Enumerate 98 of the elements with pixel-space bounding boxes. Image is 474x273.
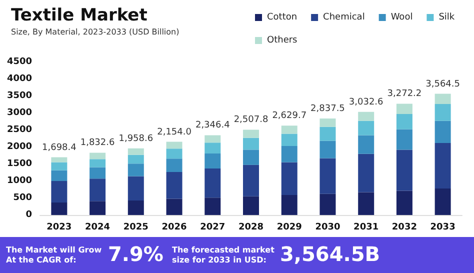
x-tick-label: 2024 xyxy=(85,222,110,232)
x-tick-label: 2031 xyxy=(354,222,379,232)
legend-label: Cotton xyxy=(267,12,298,22)
bar xyxy=(166,198,182,215)
bar xyxy=(396,129,412,150)
bar xyxy=(204,154,221,168)
x-tick-label: 2023 xyxy=(46,222,72,232)
bar xyxy=(281,162,298,196)
bar xyxy=(90,152,106,160)
bar xyxy=(320,118,336,127)
bar xyxy=(281,134,298,146)
bar xyxy=(51,162,68,170)
y-tick-label: 4500 xyxy=(6,57,32,67)
total-label: 3,272.2 xyxy=(387,89,422,100)
bar xyxy=(51,170,68,181)
total-label: 2,507.8 xyxy=(234,115,268,126)
bar xyxy=(320,194,336,215)
x-tick-label: 2029 xyxy=(276,222,302,232)
bar xyxy=(396,190,412,215)
y-tick-label: 3000 xyxy=(6,108,32,118)
text: 3,564.5B xyxy=(280,242,380,266)
bar xyxy=(396,104,412,114)
bar xyxy=(320,140,336,158)
bar xyxy=(281,195,298,215)
text: The forecasted market size for 2033 in USD: xyxy=(172,246,278,264)
total-label: 1,698.4 xyxy=(42,142,77,153)
text: The Market will Grow At the CAGR of: xyxy=(6,246,104,264)
x-tick-label: 2028 xyxy=(238,222,264,232)
y-tick-label: 4000 xyxy=(6,74,32,84)
legend-label: Others xyxy=(267,36,298,46)
bar xyxy=(90,159,106,168)
bar xyxy=(204,168,221,198)
bar xyxy=(128,176,144,200)
bar xyxy=(434,94,451,104)
chart-title: Textile Market xyxy=(11,6,148,26)
total-label: 2,837.5 xyxy=(310,104,345,114)
bar xyxy=(51,202,68,215)
bar xyxy=(204,135,221,143)
bar xyxy=(281,146,298,162)
bar xyxy=(396,114,412,130)
bar xyxy=(243,196,259,215)
bar xyxy=(320,126,336,141)
total-label: 3,032.6 xyxy=(348,97,384,108)
bar xyxy=(166,158,182,172)
bar xyxy=(204,142,221,154)
bar xyxy=(128,148,144,155)
bar xyxy=(166,142,182,149)
x-tick-label: 2026 xyxy=(162,222,187,232)
chart-subtitle: Size, By Material, 2023-2033 (USD Billion) xyxy=(11,28,180,36)
legend-label: Silk xyxy=(438,12,456,22)
x-tick-label: 2027 xyxy=(200,222,226,232)
text: 7.9% xyxy=(108,242,164,266)
bar xyxy=(243,130,259,138)
y-tick-label: 1500 xyxy=(6,159,32,169)
y-tick-label: 0 xyxy=(26,210,32,220)
total-label: 1,958.6 xyxy=(118,134,154,144)
bar xyxy=(358,154,374,192)
bar xyxy=(434,120,451,144)
bar xyxy=(166,148,182,159)
bar xyxy=(358,120,374,136)
bar xyxy=(128,154,144,164)
bar xyxy=(128,200,144,215)
total-label: 2,629.7 xyxy=(272,111,307,122)
bar xyxy=(434,188,451,215)
total-label: 3,564.5 xyxy=(426,79,460,90)
bar xyxy=(243,150,259,165)
bar xyxy=(90,201,106,215)
bar xyxy=(51,157,68,162)
x-tick-label: 2032 xyxy=(392,222,417,232)
bar xyxy=(90,167,106,179)
x-tick-label: 2033 xyxy=(430,222,456,232)
total-label: 1,832.6 xyxy=(80,138,115,148)
bar xyxy=(90,178,106,202)
y-tick-label: 1000 xyxy=(6,176,32,186)
x-tick-label: 2030 xyxy=(315,222,340,232)
bar xyxy=(166,172,182,199)
bar xyxy=(396,150,412,191)
total-label: 2,346.4 xyxy=(195,120,230,131)
legend-label: Wool xyxy=(390,12,413,22)
bar xyxy=(243,164,259,196)
bar xyxy=(358,192,374,215)
bar xyxy=(434,104,451,121)
bar xyxy=(204,198,221,215)
bar xyxy=(358,112,374,121)
bar xyxy=(51,181,68,203)
y-tick-label: 2000 xyxy=(6,142,32,152)
bar xyxy=(320,158,336,194)
bar xyxy=(358,135,374,154)
total-label: 2,154.0 xyxy=(157,127,192,138)
y-tick-label: 3500 xyxy=(6,91,32,101)
y-tick-label: 2500 xyxy=(6,125,32,135)
bar xyxy=(128,164,144,176)
y-tick-label: 500 xyxy=(13,193,32,203)
bar xyxy=(243,138,259,150)
bar xyxy=(434,143,451,189)
bar xyxy=(281,126,298,134)
x-tick-label: 2025 xyxy=(123,222,148,232)
legend-label: Chemical xyxy=(323,12,365,22)
